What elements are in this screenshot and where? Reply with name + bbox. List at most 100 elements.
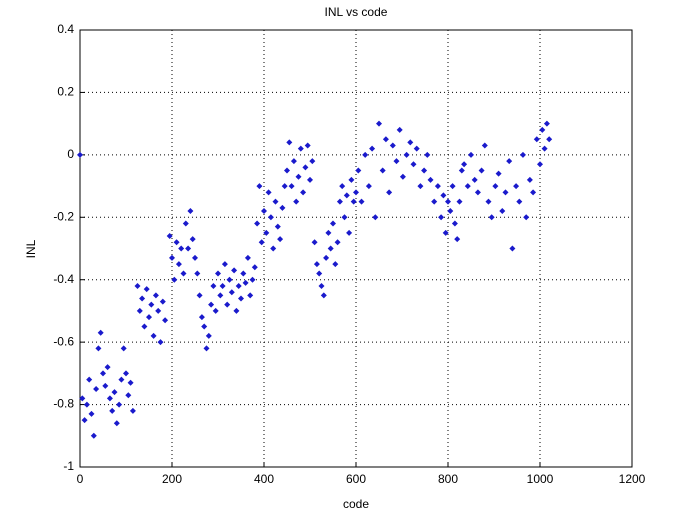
data-point [100, 370, 106, 377]
data-point [182, 220, 189, 227]
chart-title: INL vs code [325, 5, 388, 19]
y-axis-label: INL [24, 239, 38, 258]
data-point [258, 239, 265, 246]
data-point [442, 229, 449, 236]
data-point [358, 198, 365, 205]
data-point [311, 239, 318, 246]
data-point [413, 145, 420, 152]
data-point [185, 245, 192, 252]
data-point [143, 286, 150, 293]
data-point [509, 245, 516, 252]
data-point [495, 170, 502, 177]
x-tick-label: 1000 [527, 472, 554, 486]
data-point [325, 229, 332, 236]
data-point [297, 145, 304, 152]
data-point [449, 183, 456, 190]
data-point [123, 370, 129, 377]
data-point [379, 167, 386, 174]
data-point [393, 158, 400, 165]
y-tick-label: -0.4 [53, 272, 74, 286]
data-point [274, 223, 281, 230]
data-point [173, 239, 180, 246]
data-point [286, 139, 293, 146]
data-point [456, 198, 463, 205]
data-point [196, 292, 203, 299]
data-point [261, 208, 267, 215]
data-point [134, 282, 141, 289]
data-point [327, 245, 334, 252]
data-point [346, 229, 353, 236]
data-point [320, 292, 327, 299]
data-point [281, 183, 288, 190]
data-point [382, 136, 389, 143]
data-point [219, 282, 226, 289]
data-point [348, 176, 355, 183]
data-point [447, 208, 454, 215]
data-point [146, 314, 152, 321]
data-point [175, 261, 182, 268]
data-point [171, 276, 178, 283]
data-point [86, 376, 93, 383]
data-point [189, 236, 196, 243]
data-point [109, 407, 116, 414]
data-point [79, 395, 86, 402]
data-point [157, 339, 164, 346]
data-point [127, 379, 134, 386]
data-point [180, 270, 187, 277]
data-point [113, 420, 120, 427]
data-point [323, 254, 330, 261]
data-point [201, 323, 208, 330]
data-point [541, 145, 548, 152]
data-point [81, 417, 88, 424]
data-point [88, 410, 95, 417]
data-point [136, 307, 143, 314]
data-point [139, 295, 146, 302]
data-point [353, 189, 359, 196]
data-point [330, 220, 336, 227]
data-point [485, 198, 492, 205]
x-tick-label: 0 [77, 472, 84, 486]
data-point [339, 183, 346, 190]
data-point [210, 282, 217, 289]
data-point [424, 151, 431, 158]
data-point [546, 136, 553, 143]
data-point [148, 301, 155, 308]
data-point [224, 301, 231, 308]
data-point [235, 282, 242, 289]
data-point [272, 198, 279, 205]
data-point [77, 151, 83, 158]
y-tick-label: 0 [67, 147, 74, 161]
data-point [90, 432, 97, 439]
data-point [155, 307, 162, 314]
data-point [386, 189, 393, 196]
data-point [293, 198, 300, 205]
data-point [95, 345, 102, 352]
data-point [228, 289, 235, 296]
data-point [407, 139, 414, 146]
data-point [313, 261, 320, 268]
data-point [226, 276, 233, 283]
data-point [492, 183, 499, 190]
data-point [265, 189, 272, 196]
data-point [369, 145, 376, 152]
data-point [83, 401, 90, 408]
data-point [116, 401, 123, 408]
data-point [288, 183, 295, 190]
data-point [104, 364, 111, 371]
data-point [240, 270, 247, 277]
data-point [309, 158, 316, 165]
data-point [539, 126, 546, 133]
data-point [208, 301, 215, 308]
y-tick-label: -0.2 [53, 209, 74, 223]
data-point [458, 167, 465, 174]
data-point [396, 126, 403, 133]
data-point [318, 282, 325, 289]
data-point [316, 270, 323, 277]
data-point [120, 345, 127, 352]
data-point [192, 254, 198, 261]
data-point [343, 192, 350, 199]
data-point [221, 261, 228, 268]
data-point [254, 220, 261, 227]
data-point [526, 176, 533, 183]
